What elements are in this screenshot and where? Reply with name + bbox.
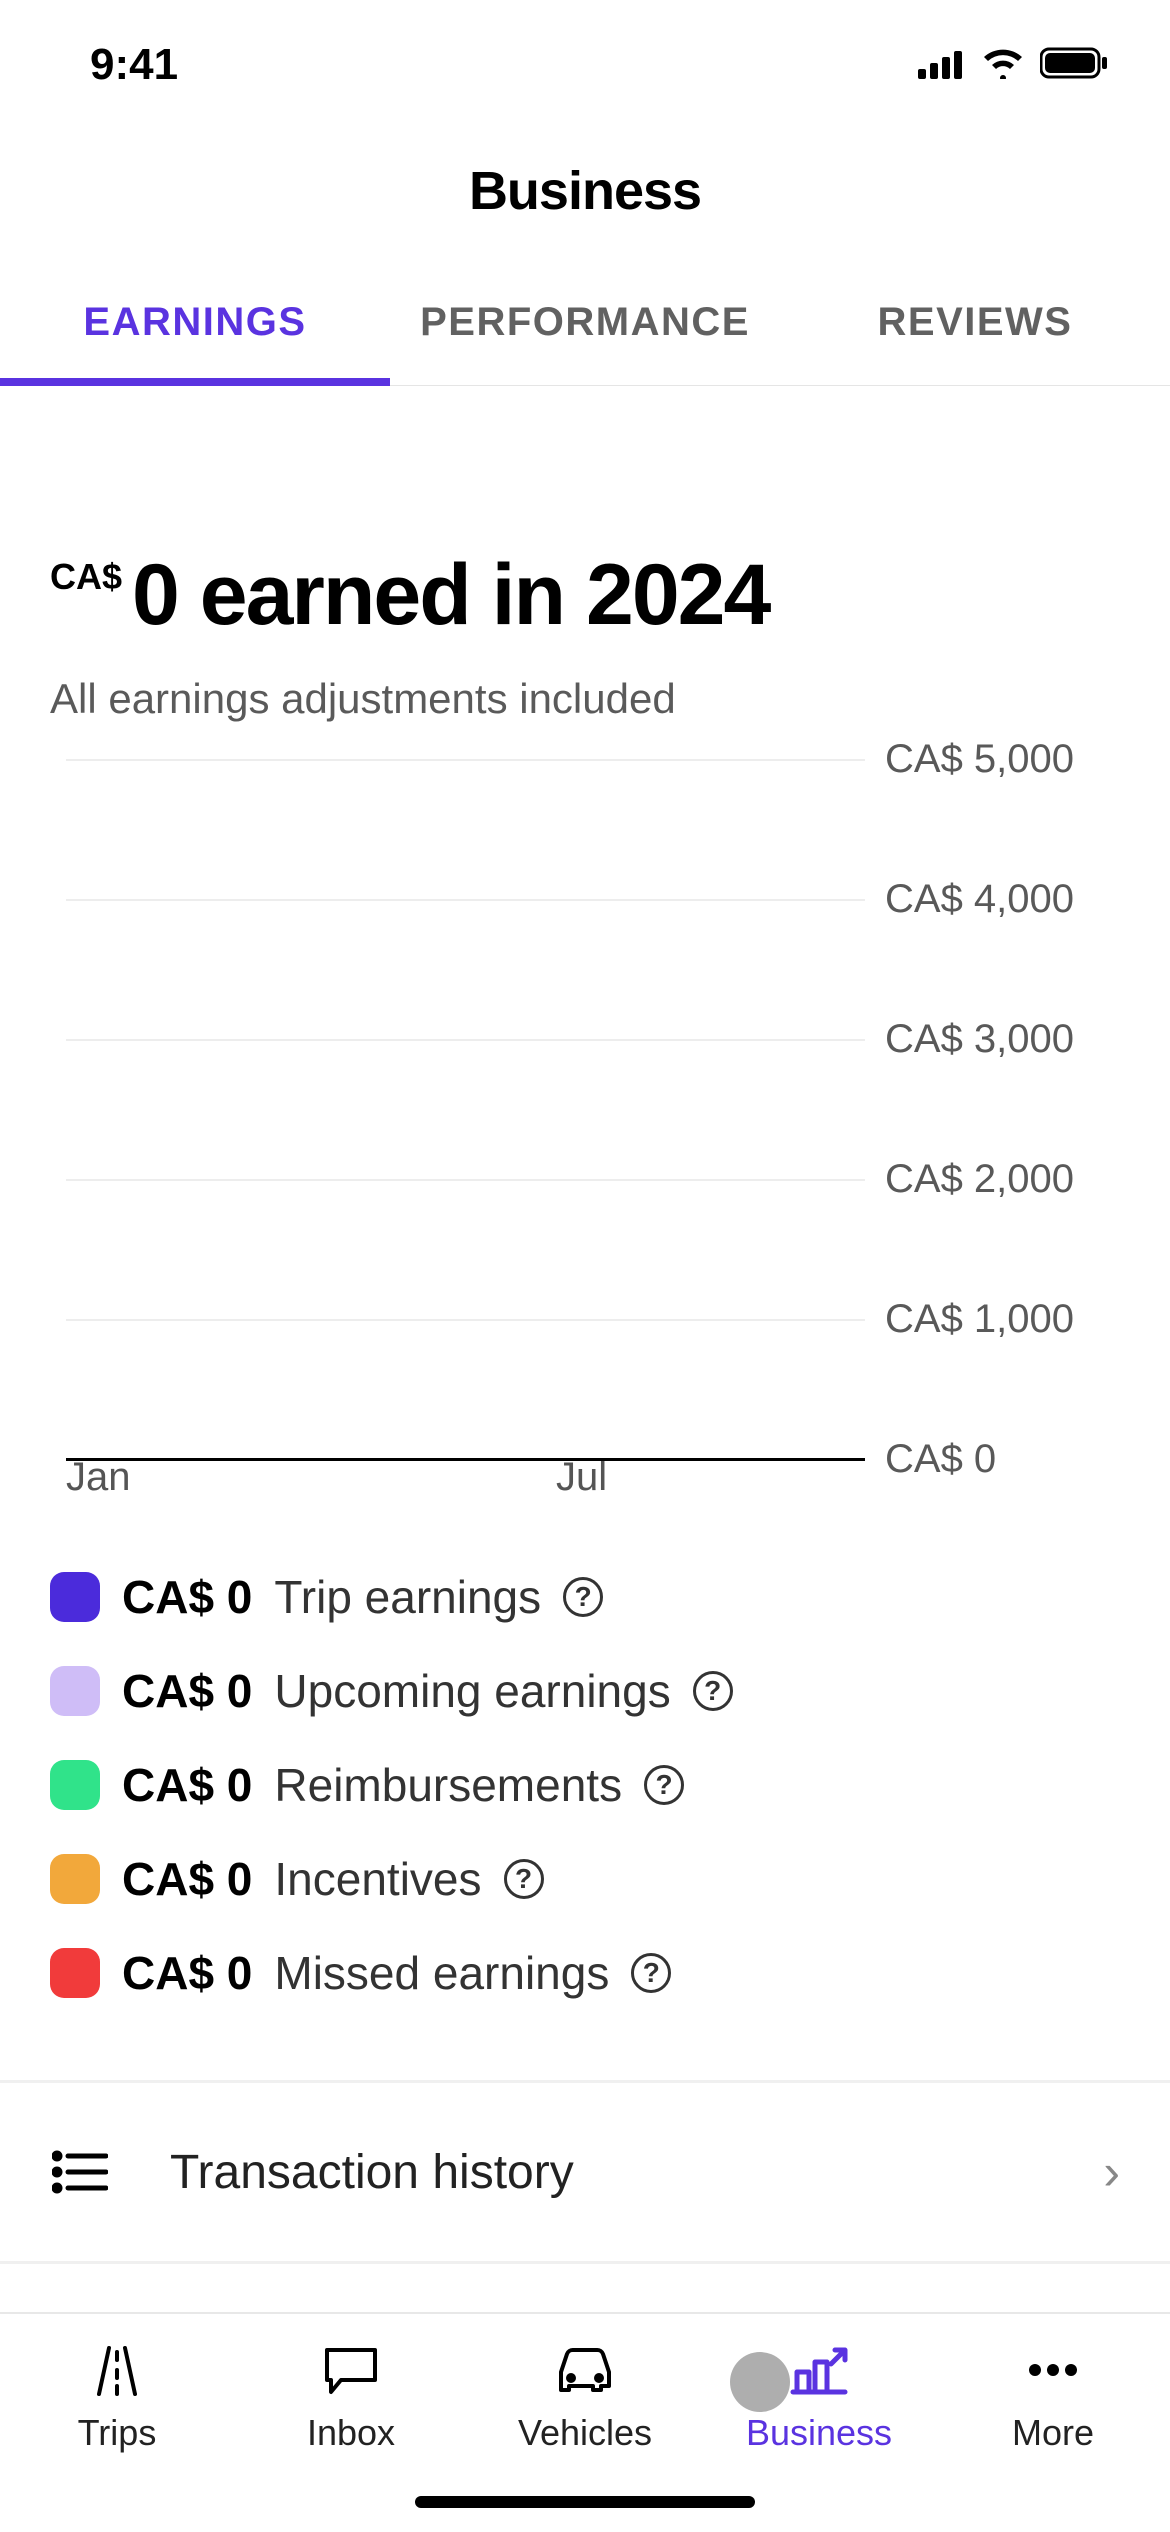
- legend-label: Incentives: [274, 1852, 481, 1906]
- chevron-right-icon: ›: [1103, 2143, 1120, 2201]
- legend-incentives: CA$ 0 Incentives ?: [50, 1832, 1120, 1926]
- status-time: 9:41: [90, 40, 178, 90]
- nav-label: Inbox: [307, 2412, 395, 2454]
- nav-inbox[interactable]: Inbox: [234, 2340, 468, 2454]
- legend: CA$ 0 Trip earnings ? CA$ 0 Upcoming ear…: [50, 1550, 1120, 2020]
- legend-amount: CA$ 0: [122, 1946, 252, 2000]
- legend-label: Missed earnings: [274, 1946, 609, 2000]
- nav-label: Vehicles: [518, 2412, 652, 2454]
- home-indicator: [415, 2496, 755, 2508]
- list-icon: [50, 2150, 110, 2194]
- status-bar: 9:41: [0, 0, 1170, 130]
- earnings-chart: CA$ 5,000 CA$ 4,000 CA$ 3,000 CA$ 2,000 …: [50, 737, 1120, 1500]
- currency-prefix: CA$: [50, 546, 122, 598]
- car-icon: [551, 2340, 619, 2400]
- y-label-5000: CA$ 5,000: [885, 737, 1120, 782]
- tab-performance[interactable]: PERFORMANCE: [390, 272, 780, 385]
- legend-amount: CA$ 0: [122, 1758, 252, 1812]
- nav-trips[interactable]: Trips: [0, 2340, 234, 2454]
- main-content: CA$ 0 earned in 2024 All earnings adjust…: [0, 386, 1170, 2020]
- tab-reviews[interactable]: REVIEWS: [780, 272, 1170, 385]
- battery-icon: [1040, 40, 1110, 90]
- help-icon[interactable]: ?: [504, 1859, 544, 1899]
- more-icon: [1023, 2340, 1083, 2400]
- legend-upcoming-earnings: CA$ 0 Upcoming earnings ?: [50, 1644, 1120, 1738]
- nav-label: Trips: [78, 2412, 157, 2454]
- swatch-missed-earnings: [50, 1948, 100, 1998]
- swatch-trip-earnings: [50, 1572, 100, 1622]
- nav-vehicles[interactable]: Vehicles: [468, 2340, 702, 2454]
- road-icon: [85, 2340, 149, 2400]
- y-label-3000: CA$ 3,000: [885, 1017, 1120, 1062]
- help-icon[interactable]: ?: [563, 1577, 603, 1617]
- legend-missed-earnings: CA$ 0 Missed earnings ?: [50, 1926, 1120, 2020]
- tab-earnings[interactable]: EARNINGS: [0, 272, 390, 385]
- swatch-upcoming-earnings: [50, 1666, 100, 1716]
- y-label-1000: CA$ 1,000: [885, 1297, 1120, 1342]
- legend-label: Trip earnings: [274, 1570, 541, 1624]
- earnings-headline: 0 earned in 2024: [132, 546, 769, 645]
- earnings-heading: CA$ 0 earned in 2024: [50, 546, 1120, 645]
- legend-reimbursements: CA$ 0 Reimbursements ?: [50, 1738, 1120, 1832]
- help-icon[interactable]: ?: [693, 1671, 733, 1711]
- legend-amount: CA$ 0: [122, 1852, 252, 1906]
- page-header: Business: [0, 130, 1170, 272]
- chart-grid: CA$ 5,000 CA$ 4,000 CA$ 3,000 CA$ 2,000 …: [50, 737, 1120, 1437]
- chart-icon: [787, 2340, 851, 2400]
- y-label-2000: CA$ 2,000: [885, 1157, 1120, 1202]
- y-label-4000: CA$ 4,000: [885, 877, 1120, 922]
- help-icon[interactable]: ?: [631, 1953, 671, 1993]
- earnings-subtitle: All earnings adjustments included: [50, 675, 1120, 723]
- swatch-incentives: [50, 1854, 100, 1904]
- page-title: Business: [0, 160, 1170, 222]
- y-label-0: CA$ 0: [885, 1437, 1120, 1482]
- help-icon[interactable]: ?: [644, 1765, 684, 1805]
- cellular-icon: [918, 40, 966, 90]
- chat-icon: [319, 2340, 383, 2400]
- legend-amount: CA$ 0: [122, 1664, 252, 1718]
- wifi-icon: [980, 40, 1026, 90]
- swatch-reimbursements: [50, 1760, 100, 1810]
- legend-trip-earnings: CA$ 0 Trip earnings ?: [50, 1550, 1120, 1644]
- legend-label: Reimbursements: [274, 1758, 622, 1812]
- nav-label: More: [1012, 2412, 1094, 2454]
- tab-bar: EARNINGS PERFORMANCE REVIEWS: [0, 272, 1170, 386]
- list-item-transaction-history[interactable]: Transaction history ›: [0, 2083, 1170, 2264]
- nav-label: Business: [746, 2412, 892, 2454]
- touch-indicator: [730, 2352, 790, 2412]
- legend-label: Upcoming earnings: [274, 1664, 670, 1718]
- list-label: Transaction history: [110, 2145, 1103, 2200]
- legend-amount: CA$ 0: [122, 1570, 252, 1624]
- status-indicators: [918, 40, 1110, 90]
- nav-more[interactable]: More: [936, 2340, 1170, 2454]
